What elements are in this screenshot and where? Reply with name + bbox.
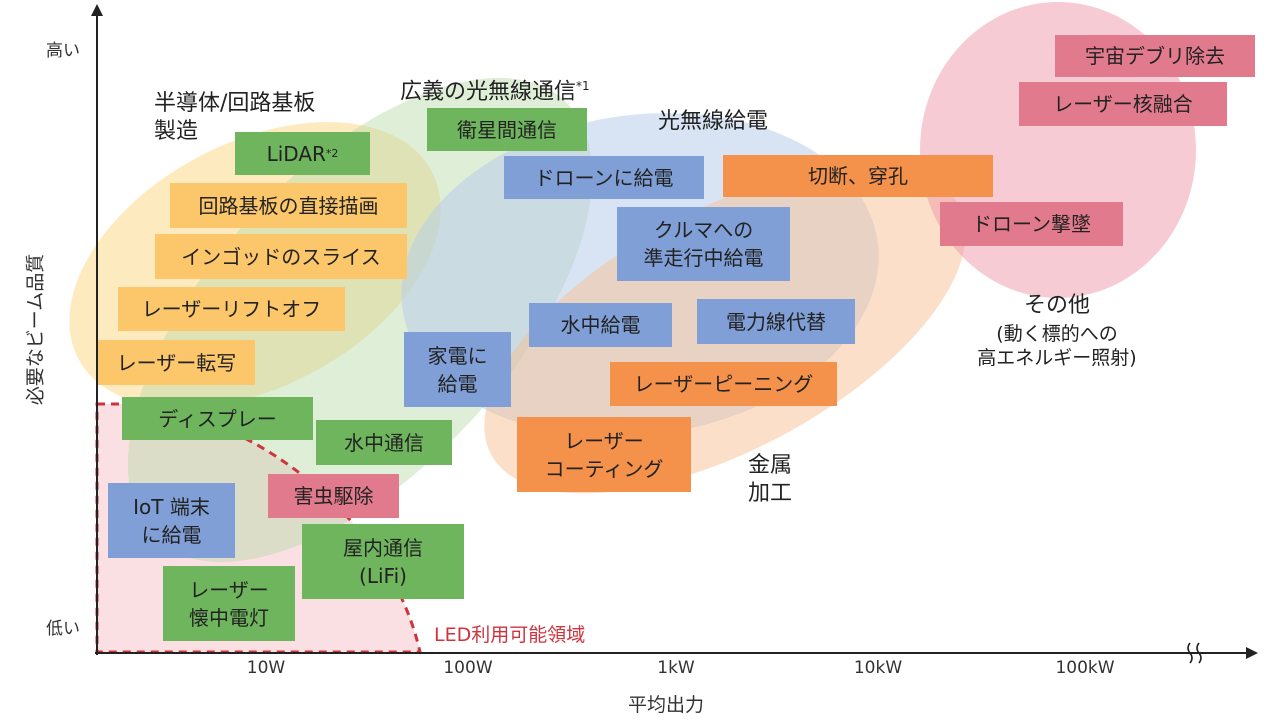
box-cutting-drilling: 切断、穿孔 bbox=[723, 155, 993, 197]
x-tick-10w: 10W bbox=[246, 658, 286, 678]
box-indoor-comm-lifi: 屋内通信 (LiFi) bbox=[302, 524, 464, 599]
y-axis-high-label: 高い bbox=[46, 41, 80, 61]
box-lidar: LiDAR *2 bbox=[235, 132, 370, 175]
box-underwater-power: 水中給電 bbox=[529, 303, 672, 347]
box-drone-shootdown: ドローン撃墜 bbox=[940, 202, 1123, 246]
box-appliance-power: 家電に 給電 bbox=[404, 332, 511, 407]
led-region-label: LED利用可能領域 bbox=[434, 624, 586, 646]
box-lidar-note: *2 bbox=[325, 146, 339, 160]
y-axis-low-label: 低い bbox=[46, 619, 80, 639]
box-laser-transfer: レーザー転写 bbox=[98, 340, 255, 385]
box-laser-peening: レーザーピーニング bbox=[610, 362, 837, 406]
box-laser-lift-off: レーザーリフトオフ bbox=[118, 287, 345, 331]
group-label-optical-comm-text: 広義の光無線通信 bbox=[400, 79, 577, 105]
group-label-optical-power: 光無線給電 bbox=[658, 109, 769, 134]
box-drone-power: ドローンに給電 bbox=[504, 156, 704, 199]
box-display: ディスプレー bbox=[122, 397, 313, 440]
group-label-semiconductor: 半導体/回路基板 製造 bbox=[154, 91, 316, 144]
axis-break-mark bbox=[1187, 642, 1202, 664]
box-laser-coating: レーザー コーティング bbox=[517, 417, 691, 492]
box-laser-flashlight: レーザー 懐中電灯 bbox=[163, 566, 295, 641]
group-note-other: (動く標的への 高エネルギー照射) bbox=[977, 323, 1137, 369]
group-label-optical-comm-note: *1 bbox=[576, 79, 590, 93]
x-tick-1kw: 1kW bbox=[657, 658, 695, 678]
x-axis-title: 平均出力 bbox=[628, 694, 705, 716]
x-tick-100kw: 100kW bbox=[1055, 658, 1115, 678]
box-space-debris: 宇宙デブリ除去 bbox=[1055, 35, 1255, 77]
box-car-power: クルマへの 準走行中給電 bbox=[617, 207, 790, 281]
box-pest-control: 害虫駆除 bbox=[268, 474, 399, 518]
x-axis-arrow bbox=[1246, 647, 1258, 659]
box-ingot-slicing: インゴッドのスライス bbox=[155, 234, 407, 279]
box-iot-power: IoT 端末 に給電 bbox=[108, 483, 235, 558]
box-lidar-label: LiDAR bbox=[266, 141, 326, 166]
x-tick-10kw: 10kW bbox=[853, 658, 903, 678]
box-pcb-direct-drawing: 回路基板の直接描画 bbox=[170, 183, 407, 228]
box-laser-fusion: レーザー核融合 bbox=[1019, 82, 1227, 126]
y-axis-title: 必要なビーム品質 bbox=[24, 253, 47, 406]
group-label-other: その他 bbox=[1023, 293, 1090, 318]
box-powerline-replacement: 電力線代替 bbox=[697, 299, 855, 344]
box-intersatellite-comm: 衛星間通信 bbox=[427, 108, 587, 151]
group-label-optical-comm: 広義の光無線通信*1 bbox=[400, 72, 590, 106]
box-underwater-comm: 水中通信 bbox=[316, 420, 452, 465]
y-axis-arrow bbox=[91, 4, 103, 16]
group-label-metal: 金属 加工 bbox=[748, 453, 793, 506]
x-tick-100w: 100W bbox=[443, 658, 493, 678]
